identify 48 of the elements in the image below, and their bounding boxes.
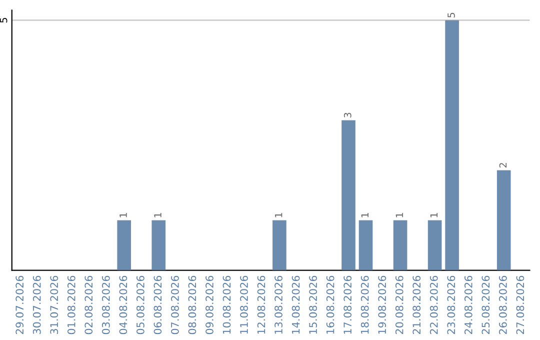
data-label: 1 bbox=[120, 212, 127, 218]
data-label: 1 bbox=[275, 212, 282, 218]
x-tick-label: 02.08.2026 bbox=[84, 276, 93, 334]
data-label: 5 bbox=[448, 12, 455, 18]
data-label: 1 bbox=[154, 212, 162, 218]
x-tick-label: 29.07.2026 bbox=[16, 276, 24, 334]
x-tick-label: 14.08.2026 bbox=[292, 276, 300, 334]
x-tick-label: 03.08.2026 bbox=[102, 276, 110, 334]
x-tick-label: 01.08.2026 bbox=[67, 276, 76, 334]
bar bbox=[496, 170, 511, 270]
bar bbox=[445, 20, 459, 270]
x-tick-label: 06.08.2026 bbox=[154, 276, 162, 334]
bar bbox=[393, 220, 408, 270]
data-label: 1 bbox=[396, 212, 403, 218]
bar bbox=[358, 220, 373, 270]
x-tick-label: 05.08.2026 bbox=[136, 276, 144, 334]
bar bbox=[428, 220, 442, 270]
x-tick-label: 10.08.2026 bbox=[222, 276, 231, 334]
x-tick-label: 17.08.2026 bbox=[344, 276, 352, 334]
data-label: 2 bbox=[499, 163, 507, 168]
x-tick-label: 22.08.2026 bbox=[430, 276, 438, 334]
x-tick-label: 18.08.2026 bbox=[360, 276, 369, 334]
x-tick-label: 20.08.2026 bbox=[395, 276, 404, 334]
x-tick-label: 21.08.2026 bbox=[412, 276, 421, 334]
bar bbox=[342, 120, 356, 270]
x-tick-label: 07.08.2026 bbox=[171, 276, 179, 334]
x-tick-label: 30.07.2026 bbox=[32, 276, 41, 334]
x-tick-label: 26.08.2026 bbox=[498, 276, 507, 334]
x-tick-label: 25.08.2026 bbox=[482, 276, 490, 334]
x-tick-label: 27.08.2026 bbox=[516, 276, 524, 334]
x-tick-label: 16.08.2026 bbox=[326, 276, 334, 334]
x-tick-label: 13.08.2026 bbox=[274, 276, 282, 334]
bar bbox=[272, 220, 286, 270]
data-label: 3 bbox=[344, 112, 352, 118]
data-label: 1 bbox=[361, 212, 368, 218]
bar bbox=[117, 220, 131, 270]
x-tick-label: 09.08.2026 bbox=[206, 276, 214, 334]
x-tick-label: 19.08.2026 bbox=[378, 276, 386, 334]
x-tick-label: 31.07.2026 bbox=[50, 276, 58, 334]
data-label: 1 bbox=[430, 212, 438, 218]
x-tick-label: 15.08.2026 bbox=[309, 276, 317, 334]
x-tick-label: 23.08.2026 bbox=[447, 276, 456, 334]
x-tick-label: 08.08.2026 bbox=[188, 276, 196, 334]
bar bbox=[152, 220, 166, 270]
x-tick-label: 11.08.2026 bbox=[240, 276, 248, 334]
x-tick-label: 04.08.2026 bbox=[119, 276, 128, 334]
x-tick-label: 12.08.2026 bbox=[257, 276, 266, 334]
x-tick-label: 24.08.2026 bbox=[464, 276, 472, 334]
